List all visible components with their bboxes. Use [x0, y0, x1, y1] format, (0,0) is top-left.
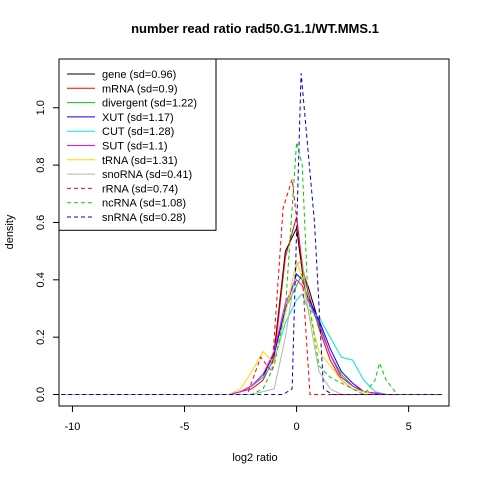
series-line-1: [61, 226, 443, 395]
x-axis-label: log2 ratio: [232, 452, 277, 464]
legend-label: divergent (sd=1.22): [102, 98, 197, 110]
chart-title: number read ratio rad50.G1.1/WT.MMS.1: [131, 21, 379, 36]
series-line-8: [61, 258, 443, 395]
y-tick-label: 0.8: [35, 157, 47, 172]
series-line-4: [61, 273, 443, 395]
y-tick-label: 1.0: [35, 100, 47, 115]
x-tick-label: -5: [180, 421, 190, 433]
legend-label: tRNA (sd=1.31): [102, 155, 178, 167]
legend-label: XUT (sd=1.17): [102, 112, 174, 124]
x-axis: -10 -5 0 5: [64, 405, 412, 433]
series-line-5: [61, 293, 443, 395]
legend-box: [58, 58, 217, 231]
series-line-3: [61, 272, 443, 395]
legend-label: mRNA (sd=0.9): [102, 83, 178, 95]
legend-label: CUT (sd=1.28): [102, 126, 174, 138]
series-line-11: [61, 73, 443, 395]
series-layer: [61, 73, 443, 396]
y-tick-label: 0.6: [35, 215, 47, 230]
x-tick-label: 0: [294, 421, 300, 433]
series-line-6: [61, 278, 443, 395]
series-line-2: [61, 216, 443, 395]
y-tick-label: 0.0: [35, 387, 47, 402]
series-line-10: [61, 142, 443, 396]
legend-label: SUT (sd=1.1): [102, 141, 168, 153]
x-tick-label: 5: [406, 421, 412, 433]
legend-label: snoRNA (sd=0.41): [102, 169, 192, 181]
legend-label: ncRNA (sd=1.08): [102, 198, 186, 210]
y-tick-label: 0.4: [35, 272, 47, 287]
series-line-7: [61, 259, 443, 395]
x-tick-label: -10: [64, 421, 80, 433]
legend-label: rRNA (sd=0.74): [102, 183, 178, 195]
legend-label: snRNA (sd=0.28): [102, 212, 186, 224]
y-axis-label: density: [4, 214, 16, 249]
legend: gene (sd=0.96) mRNA (sd=0.9) divergent (sd…: [58, 58, 217, 231]
series-line-9: [61, 179, 443, 395]
legend-label: gene (sd=0.96): [102, 69, 176, 81]
y-tick-label: 0.2: [35, 330, 47, 345]
y-axis: 0.0 0.2 0.4 0.6 0.8 1.0: [35, 100, 60, 402]
